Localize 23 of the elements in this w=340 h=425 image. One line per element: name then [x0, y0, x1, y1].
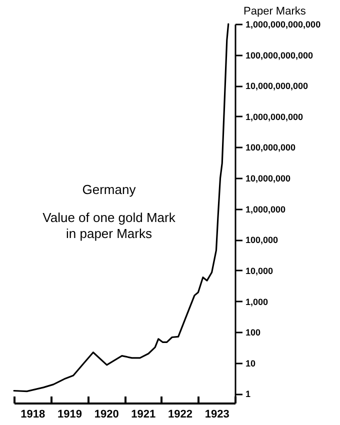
- y-tick-label: 100,000,000,000: [246, 50, 314, 60]
- annotation: Value of one gold Mark in paper Marks: [42, 210, 176, 241]
- y-tick-label: 100,000: [246, 235, 278, 246]
- annotation: Germany: [82, 182, 136, 197]
- y-tick-label: 1,000,000: [246, 204, 286, 214]
- y-tick-label: 10,000,000: [246, 174, 291, 184]
- x-tick-label: 1923: [204, 408, 230, 420]
- x-tick-label: 1921: [131, 408, 156, 420]
- x-tick-label: 1920: [94, 408, 119, 420]
- x-tick-label: 1922: [168, 408, 192, 420]
- x-tick-label: 1918: [20, 408, 46, 420]
- y-axis-title: Paper Marks: [244, 6, 306, 18]
- y-tick-label: 10,000: [246, 266, 274, 276]
- y-tick-label: 100: [246, 328, 261, 338]
- x-tick-label: 1919: [58, 408, 82, 420]
- y-tick-label: 1: [246, 389, 251, 400]
- y-tick-label: 1,000,000,000,000: [246, 20, 321, 30]
- y-tick-label: 100,000,000: [246, 142, 296, 153]
- y-tick-label: 1,000: [246, 296, 268, 307]
- y-tick-label: 1,000,000,000: [246, 112, 304, 122]
- y-tick-label: 10,000,000,000: [246, 81, 308, 92]
- y-tick-label: 10: [246, 358, 256, 368]
- line-series: [13, 23, 230, 392]
